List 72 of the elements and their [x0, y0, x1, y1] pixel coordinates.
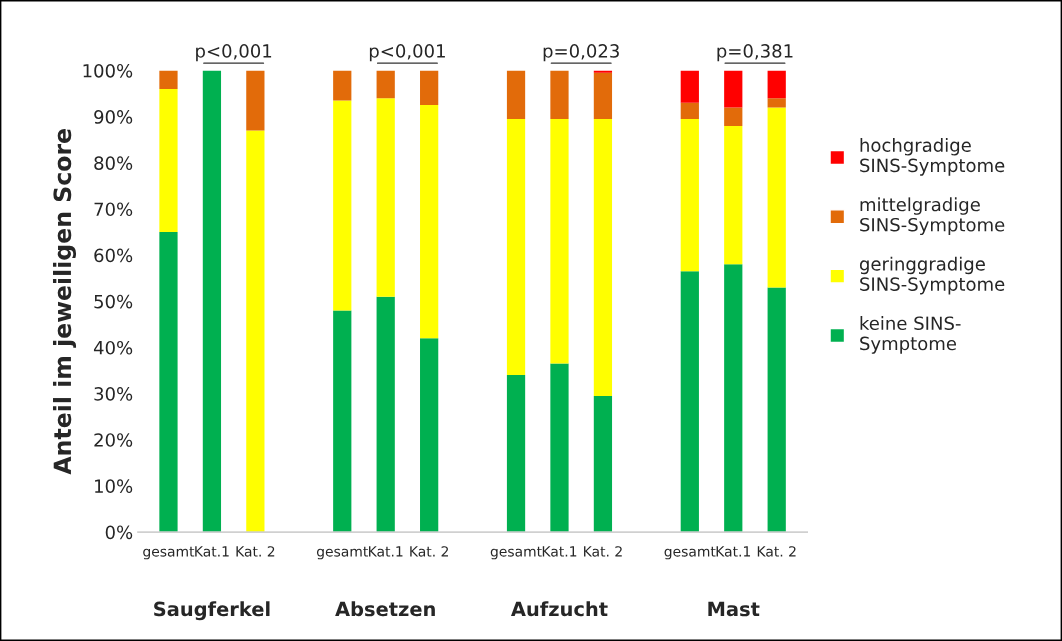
- bar: [333, 70, 352, 101]
- legend-label: geringgradige SINS-Symptome: [859, 256, 1005, 295]
- bar: [376, 70, 395, 99]
- y-tick-label: 80%: [94, 156, 133, 170]
- bar: [333, 100, 352, 311]
- bar: [420, 105, 439, 339]
- bar: [767, 98, 786, 108]
- bar: [333, 310, 352, 533]
- text: Absetzen: [335, 601, 435, 617]
- bar: [767, 107, 786, 288]
- bar: [724, 264, 743, 533]
- bar: [159, 232, 178, 533]
- text: p<0,001: [369, 44, 445, 62]
- bar: [680, 102, 699, 119]
- bar: [550, 118, 569, 364]
- x-tick-label: Kat. 2: [236, 546, 275, 557]
- text: Saugferkel: [154, 601, 270, 621]
- bar: [724, 70, 743, 108]
- bar: [550, 70, 569, 119]
- x-tick-label: Kat. 2: [757, 546, 796, 557]
- bar: [680, 118, 699, 272]
- bar: [420, 338, 439, 533]
- bar: [593, 118, 613, 396]
- x-tick-label: Kat. 2: [410, 546, 448, 557]
- y-tick-label: 90%: [94, 110, 133, 124]
- y-axis-title: Anteil im jeweiligen Score: [52, 129, 77, 475]
- bar: [246, 130, 265, 533]
- bar: [506, 118, 526, 376]
- x-tick-label: Kat.1: [369, 546, 403, 557]
- bar: [246, 70, 265, 131]
- x-tick-label: gesamt: [664, 546, 716, 560]
- text: Aufzucht: [510, 601, 608, 617]
- text: p=0,023: [543, 44, 619, 62]
- y-tick-label: 30%: [94, 387, 133, 401]
- bar: [202, 70, 222, 533]
- x-tick-label: gesamt: [316, 546, 368, 560]
- bar: [593, 395, 613, 533]
- bar: [724, 125, 743, 265]
- x-tick-label: Kat.1: [542, 546, 577, 557]
- bar: [506, 375, 526, 533]
- x-tick-label: Kat.1: [716, 546, 751, 557]
- bar: [680, 271, 699, 533]
- bar: [159, 70, 178, 89]
- y-tick-label: 60%: [94, 248, 133, 263]
- bar: [159, 88, 178, 233]
- text: p=0,381: [717, 44, 793, 62]
- bar: [376, 98, 395, 297]
- text: p<0,001: [196, 44, 272, 62]
- bar: [593, 72, 613, 119]
- x-tick-label: gesamt: [143, 546, 195, 560]
- legend-label: mittelgradige SINS-Symptome: [860, 197, 1005, 236]
- bar: [767, 287, 786, 533]
- x-tick-label: Kat.1: [195, 546, 229, 557]
- text: Mast: [708, 601, 760, 617]
- legend-label: keine SINS- Symptome: [860, 316, 961, 354]
- bar: [724, 107, 743, 126]
- y-tick-label: 70%: [94, 202, 133, 217]
- bar: [680, 70, 699, 103]
- bar: [506, 70, 526, 119]
- x-tick-label: gesamt: [490, 546, 542, 560]
- legend-label: hochgradige SINS-Symptome: [860, 138, 1005, 176]
- bar: [420, 70, 439, 106]
- y-tick-label: 50%: [94, 294, 133, 309]
- bar: [550, 363, 569, 533]
- y-tick-label: 100%: [83, 63, 133, 78]
- y-tick-label: 0%: [105, 525, 133, 540]
- y-tick-label: 20%: [94, 433, 133, 447]
- y-tick-label: 40%: [93, 340, 133, 355]
- bar: [767, 70, 786, 99]
- bar: [376, 296, 395, 533]
- x-tick-label: Kat. 2: [584, 546, 622, 557]
- y-tick-label: 10%: [95, 479, 133, 493]
